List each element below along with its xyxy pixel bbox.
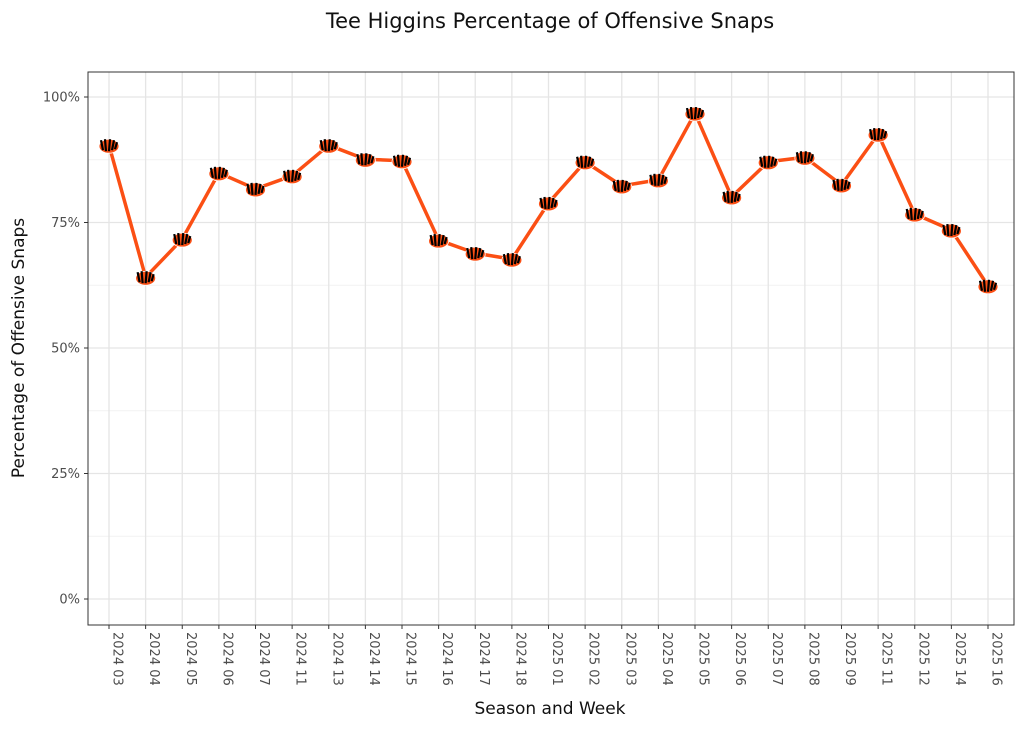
series-line bbox=[98, 106, 999, 295]
bengals-helmet-icon bbox=[574, 155, 596, 171]
x-tick-label: 2024 07 bbox=[256, 632, 271, 686]
bengals-helmet-icon bbox=[428, 233, 450, 249]
x-tick-label: 2024 13 bbox=[329, 632, 344, 686]
x-tick-label: 2025 02 bbox=[586, 632, 601, 686]
bengals-helmet-icon bbox=[135, 270, 157, 286]
x-tick-label: 2025 14 bbox=[952, 632, 967, 686]
grid bbox=[88, 72, 1014, 625]
x-tick-label: 2024 14 bbox=[366, 632, 381, 686]
x-tick-label: 2025 05 bbox=[696, 632, 711, 686]
x-tick-label: 2024 11 bbox=[293, 632, 308, 686]
bengals-helmet-icon bbox=[977, 279, 999, 295]
x-tick-label: 2024 03 bbox=[110, 632, 125, 686]
y-axis: 0% 25% 50% 75% 100% bbox=[43, 91, 88, 608]
x-tick-label: 2024 18 bbox=[512, 632, 527, 686]
bengals-helmet-icon bbox=[721, 190, 743, 206]
bengals-helmet-icon bbox=[538, 196, 559, 212]
x-tick-label: 2025 11 bbox=[879, 632, 894, 686]
bengals-helmet-icon bbox=[245, 182, 266, 198]
x-tick-label: 2024 04 bbox=[146, 632, 161, 686]
bengals-helmet-icon bbox=[98, 138, 120, 154]
bengals-helmet-icon bbox=[464, 246, 486, 262]
x-tick-label: 2025 09 bbox=[842, 632, 857, 686]
x-tick-label: 2024 06 bbox=[219, 632, 234, 686]
x-tick-label: 2024 05 bbox=[183, 632, 198, 686]
chart-title: Tee Higgins Percentage of Offensive Snap… bbox=[325, 9, 774, 33]
y-tick-label: 0% bbox=[59, 593, 80, 608]
y-tick-label: 25% bbox=[51, 467, 80, 482]
bengals-helmet-icon bbox=[867, 127, 889, 143]
x-axis: 2024 03 2024 04 2024 05 2024 06 2024 07 2024 … bbox=[108, 625, 1004, 686]
bengals-helmet-icon bbox=[354, 152, 376, 168]
x-tick-label: 2025 03 bbox=[622, 632, 637, 686]
x-tick-label: 2025 04 bbox=[659, 632, 674, 686]
y-tick-label: 100% bbox=[43, 91, 80, 106]
bengals-helmet-icon bbox=[831, 178, 852, 194]
x-tick-label: 2025 08 bbox=[805, 632, 820, 686]
bengals-helmet-icon bbox=[501, 252, 523, 268]
x-tick-label: 2024 16 bbox=[439, 632, 454, 686]
bengals-helmet-icon bbox=[171, 232, 193, 248]
x-tick-label: 2024 15 bbox=[403, 632, 418, 686]
x-tick-label: 2025 07 bbox=[769, 632, 784, 686]
x-tick-label: 2025 16 bbox=[989, 632, 1004, 686]
x-tick-label: 2025 12 bbox=[915, 632, 930, 686]
x-axis-title: Season and Week bbox=[474, 699, 625, 719]
y-axis-title: Percentage of Offensive Snaps bbox=[9, 218, 29, 478]
bengals-helmet-icon bbox=[281, 169, 303, 185]
bengals-helmet-icon bbox=[757, 155, 779, 171]
bengals-helmet-icon bbox=[208, 166, 230, 182]
y-tick-label: 75% bbox=[51, 216, 80, 231]
bengals-helmet-icon bbox=[904, 207, 926, 223]
bengals-helmet-icon bbox=[318, 138, 340, 154]
bengals-helmet-icon bbox=[647, 173, 669, 189]
x-tick-label: 2024 17 bbox=[476, 632, 491, 686]
bengals-helmet-icon bbox=[940, 223, 962, 239]
bengals-helmet-icon bbox=[391, 154, 413, 170]
y-tick-label: 50% bbox=[51, 342, 80, 357]
x-tick-label: 2025 01 bbox=[549, 632, 564, 686]
bengals-helmet-icon bbox=[794, 150, 816, 166]
x-tick-label: 2025 06 bbox=[732, 632, 747, 686]
bengals-helmet-icon bbox=[684, 106, 706, 122]
bengals-helmet-icon bbox=[611, 179, 633, 195]
